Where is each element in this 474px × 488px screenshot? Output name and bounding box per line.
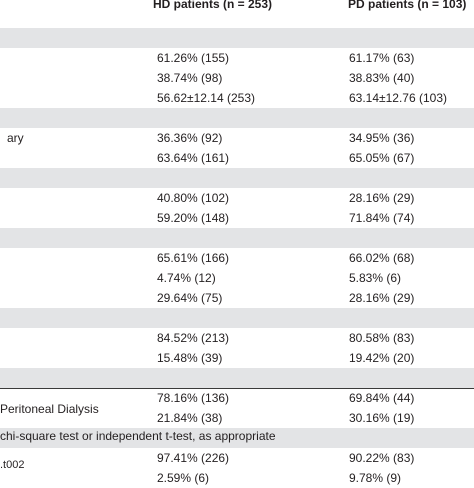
hd-value-cell: 63.64% (161) — [157, 151, 230, 165]
pd-value-cell: 9.78% (9) — [349, 471, 402, 485]
pd-value-cell: 65.05% (67) — [349, 151, 415, 165]
hd-value-cell: 84.52% (213) — [157, 331, 230, 345]
footnote-statistics: chi-square test or independent t-test, a… — [0, 429, 276, 443]
table-row: 4.74% (12) 5.83% (6) — [0, 268, 474, 288]
section-header-row — [0, 108, 474, 128]
hd-value-cell: 65.61% (166) — [157, 251, 230, 265]
table-row: 59.20% (148) 71.84% (74) — [0, 208, 474, 228]
table-row: 84.52% (213) 80.58% (83) — [0, 328, 474, 348]
table-bottom-rule — [0, 388, 474, 389]
pd-value-cell: 61.17% (63) — [349, 51, 415, 65]
hd-value-cell: 40.80% (102) — [157, 191, 230, 205]
table-header: HD patients (n = 253) PD patients (n = 1… — [0, 0, 474, 29]
pd-value-cell: 38.83% (40) — [349, 71, 415, 85]
hd-value-cell: 4.74% (12) — [157, 271, 216, 285]
table-row: 2.59% (6) 9.78% (9) — [0, 468, 474, 488]
table-row: 29.64% (75) 28.16% (29) — [0, 288, 474, 308]
pd-value-cell: 28.16% (29) — [349, 291, 415, 305]
pd-value-cell: 34.95% (36) — [349, 131, 415, 145]
hd-patients-header: HD patients (n = 253) — [153, 0, 273, 11]
table-row: 78.16% (136) 69.84% (44) — [0, 388, 474, 408]
pd-value-cell: 30.16% (19) — [349, 411, 415, 425]
section-header-row — [0, 168, 474, 188]
table-row: 15.48% (39) 19.42% (20) — [0, 348, 474, 368]
hd-value-cell: 78.16% (136) — [157, 391, 230, 405]
hd-value-cell: 56.62±12.14 (253) — [157, 91, 255, 105]
section-header-row — [0, 228, 474, 248]
section-header-row — [0, 28, 474, 48]
hd-value-cell: 38.74% (98) — [157, 71, 223, 85]
section-header-row — [0, 308, 474, 328]
table-row: 21.84% (38) 30.16% (19) — [0, 408, 474, 428]
pd-value-cell: 19.42% (20) — [349, 351, 415, 365]
table-row: 56.62±12.14 (253) 63.14±12.76 (103) — [0, 88, 474, 108]
hd-value-cell: 21.84% (38) — [157, 411, 223, 425]
table-row: 61.26% (155) 61.17% (63) — [0, 48, 474, 68]
table-row: 97.41% (226) 90.22% (83) — [0, 448, 474, 468]
hd-value-cell: 97.41% (226) — [157, 451, 230, 465]
pd-value-cell: 5.83% (6) — [349, 271, 402, 285]
hd-value-cell: 15.48% (39) — [157, 351, 223, 365]
pd-value-cell: 28.16% (29) — [349, 191, 415, 205]
table-row: 38.74% (98) 38.83% (40) — [0, 68, 474, 88]
pd-value-cell: 71.84% (74) — [349, 211, 415, 225]
row-label: ary — [7, 131, 24, 145]
pd-value-cell: 69.84% (44) — [349, 391, 415, 405]
footnote-abbreviation: Peritoneal Dialysis — [0, 402, 99, 416]
table-row: 40.80% (102) 28.16% (29) — [0, 188, 474, 208]
section-header-row — [0, 428, 474, 448]
table-row: 63.64% (161) 65.05% (67) — [0, 148, 474, 168]
pd-value-cell: 63.14±12.76 (103) — [349, 91, 447, 105]
pd-patients-header: PD patients (n = 103) — [348, 0, 467, 11]
table-row: 65.61% (166) 66.02% (68) — [0, 248, 474, 268]
pd-value-cell: 90.22% (83) — [349, 451, 415, 465]
footnote-table-id: .t002 — [0, 459, 25, 471]
section-header-row — [0, 368, 474, 388]
hd-value-cell: 29.64% (75) — [157, 291, 223, 305]
hd-value-cell: 59.20% (148) — [157, 211, 230, 225]
pd-value-cell: 80.58% (83) — [349, 331, 415, 345]
hd-value-cell: 36.36% (92) — [157, 131, 223, 145]
table-row: ary 36.36% (92) 34.95% (36) — [0, 128, 474, 148]
hd-value-cell: 2.59% (6) — [157, 471, 210, 485]
hd-value-cell: 61.26% (155) — [157, 51, 230, 65]
pd-value-cell: 66.02% (68) — [349, 251, 415, 265]
